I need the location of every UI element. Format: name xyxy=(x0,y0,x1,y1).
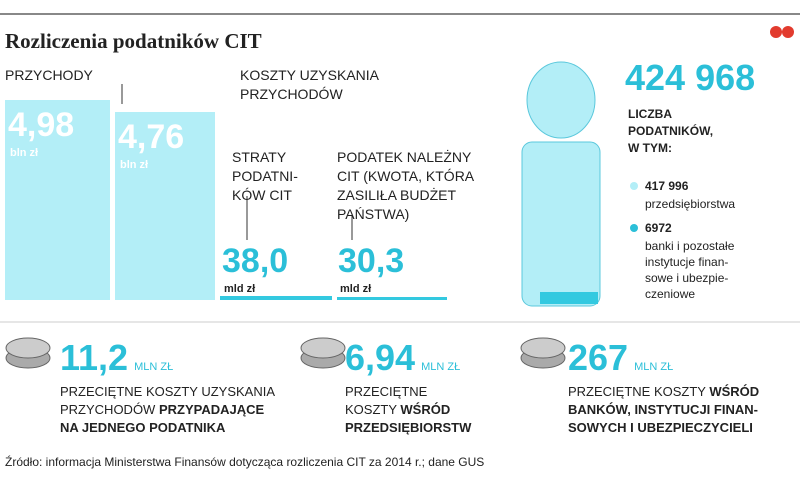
label-line: czeniowe xyxy=(645,287,695,301)
stat-line: BANKÓW, INSTYTUCJI FINAN- xyxy=(568,402,758,417)
stat-line: PRZECIĘTNE KOSZTY WŚRÓD xyxy=(568,384,759,399)
stat-text: BANKÓW, INSTYTUCJI FINAN- xyxy=(568,402,758,417)
stat-text: PRZYPADAJĄCE xyxy=(159,402,265,417)
losses-bar xyxy=(220,296,332,300)
stat-line: SOWYCH I UBEZPIECZYCIELI xyxy=(568,420,753,435)
block-unit: bln zł xyxy=(120,159,148,171)
label-line: PRZYCHODÓW xyxy=(240,86,343,102)
block-value: 38,0 xyxy=(222,242,288,280)
stat-text: WŚRÓD xyxy=(709,384,759,399)
stat-line: PRZYCHODÓW PRZYPADAJĄCE xyxy=(60,402,265,417)
count-value: 424 968 xyxy=(625,57,755,98)
label-line: PRZYCHODY xyxy=(5,67,94,83)
stat-line: PRZECIĘTNE xyxy=(345,384,428,399)
stat-value: 11,2 xyxy=(60,337,128,378)
revenue-bar xyxy=(5,100,110,300)
block-unit: mld zł xyxy=(340,283,371,295)
stat-line: PRZEDSIĘBIORSTW xyxy=(345,420,472,435)
coins xyxy=(5,337,566,369)
stat-text: NA JEDNEGO PODATNIKA xyxy=(60,420,226,435)
costs-bar xyxy=(115,112,215,300)
logo xyxy=(770,26,782,38)
item-value: 6972 xyxy=(645,221,672,235)
stat-line: NA JEDNEGO PODATNIKA xyxy=(60,420,226,435)
stat-text: PRZEDSIĘBIORSTW xyxy=(345,420,472,435)
stat-line: PRZECIĘTNE KOSZTY UZYSKANIA xyxy=(60,384,275,399)
source: Źródło: informacja Ministerstwa Finansów… xyxy=(5,454,484,469)
logo xyxy=(782,26,794,38)
block-value: 4,98 xyxy=(8,106,74,144)
label-line: KÓW CIT xyxy=(232,187,292,203)
label-line: W TYM: xyxy=(628,141,672,155)
stat-text: WŚRÓD xyxy=(400,402,450,417)
label-line: przedsiębiorstwa xyxy=(645,197,735,211)
person-body xyxy=(521,141,601,307)
item-value: 417 996 xyxy=(645,179,689,193)
label-line: STRATY xyxy=(232,149,287,165)
block-value: 4,76 xyxy=(118,118,184,156)
label-line: ZASILIŁA BUDŻET xyxy=(337,186,456,203)
bullet xyxy=(630,182,638,190)
label-line: PODATEK NALEŻNY xyxy=(337,148,472,165)
label-line: instytucje finan- xyxy=(645,255,728,269)
label-line: PODATNI- xyxy=(232,168,298,184)
label-line: PAŃSTWA) xyxy=(337,206,409,222)
bullet xyxy=(630,224,638,232)
stat-value: 267 xyxy=(568,337,628,378)
stat-unit: MLN ZŁ xyxy=(421,361,460,373)
label-line: PODATNIKÓW, xyxy=(628,123,713,138)
stat-unit: MLN ZŁ xyxy=(634,361,673,373)
person-fill xyxy=(540,292,598,304)
title: Rozliczenia podatników CIT xyxy=(5,29,262,53)
stat-text: PRZECIĘTNE xyxy=(345,384,428,399)
block-value: 30,3 xyxy=(338,242,404,280)
label-line: LICZBA xyxy=(628,107,672,121)
stat-value: 6,94 xyxy=(345,337,415,378)
label-line: CIT (KWOTA, KTÓRA xyxy=(337,168,475,184)
person-head xyxy=(526,61,596,139)
stat-text: SOWYCH I UBEZPIECZYCIELI xyxy=(568,420,753,435)
stat-line: KOSZTY WŚRÓD xyxy=(345,402,450,417)
stat-text: KOSZTY xyxy=(345,402,400,417)
label-line: banki i pozostałe xyxy=(645,239,735,253)
stat-unit: MLN ZŁ xyxy=(134,361,173,373)
tax-bar xyxy=(337,297,447,300)
stat-text: PRZECIĘTNE KOSZTY xyxy=(568,384,709,399)
block-unit: mld zł xyxy=(224,283,255,295)
block-unit: bln zł xyxy=(10,147,38,159)
stat-text: PRZECIĘTNE KOSZTY UZYSKANIA xyxy=(60,384,275,399)
stat-text: PRZYCHODÓW xyxy=(60,402,159,417)
label-line: KOSZTY UZYSKANIA xyxy=(240,67,380,83)
label-line: sowe i ubezpie- xyxy=(645,271,728,285)
